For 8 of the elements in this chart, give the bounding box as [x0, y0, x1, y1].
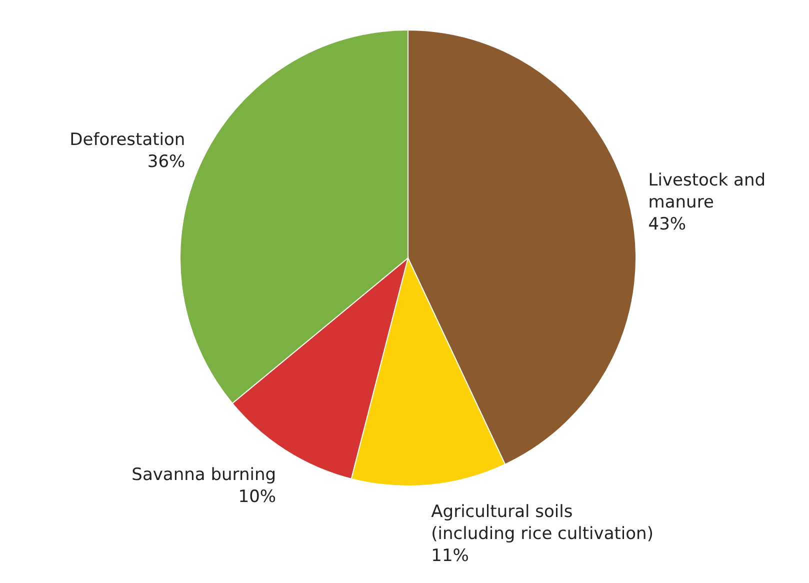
- slice-label: Savanna burning: [132, 464, 276, 485]
- data-label: 43%: [648, 214, 686, 234]
- slice-label: Agricultural soils (including rice cultivation): [431, 502, 654, 544]
- slice-label: Livestock and manure: [648, 170, 766, 212]
- slice-label: Deforestation: [70, 130, 186, 150]
- data-label: 11%: [431, 546, 469, 566]
- data-label: 10%: [238, 486, 276, 507]
- data-label: 36%: [147, 152, 186, 172]
